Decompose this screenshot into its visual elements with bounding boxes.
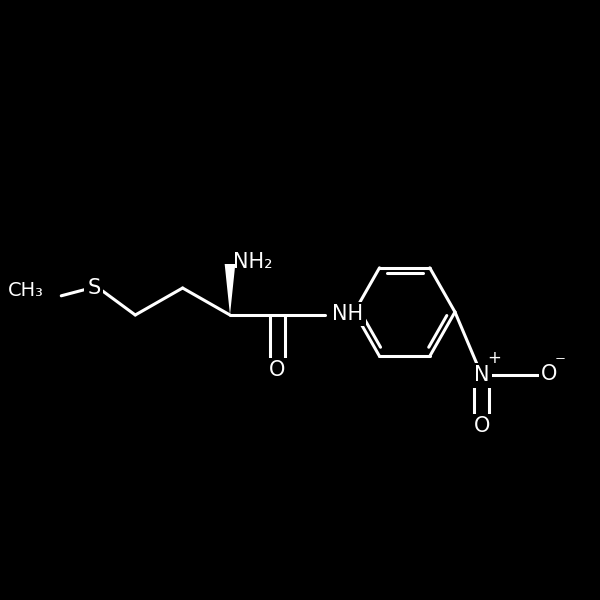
Text: CH₃: CH₃ — [8, 281, 43, 301]
Polygon shape — [224, 264, 235, 315]
Text: NH₂: NH₂ — [233, 252, 272, 272]
Text: +: + — [488, 349, 502, 367]
Text: ⁻: ⁻ — [555, 353, 566, 373]
Text: O: O — [269, 360, 286, 380]
Text: S: S — [87, 278, 100, 298]
Text: NH: NH — [332, 304, 364, 324]
Text: N: N — [474, 365, 490, 385]
Text: O: O — [473, 416, 490, 436]
Text: O: O — [541, 364, 557, 384]
